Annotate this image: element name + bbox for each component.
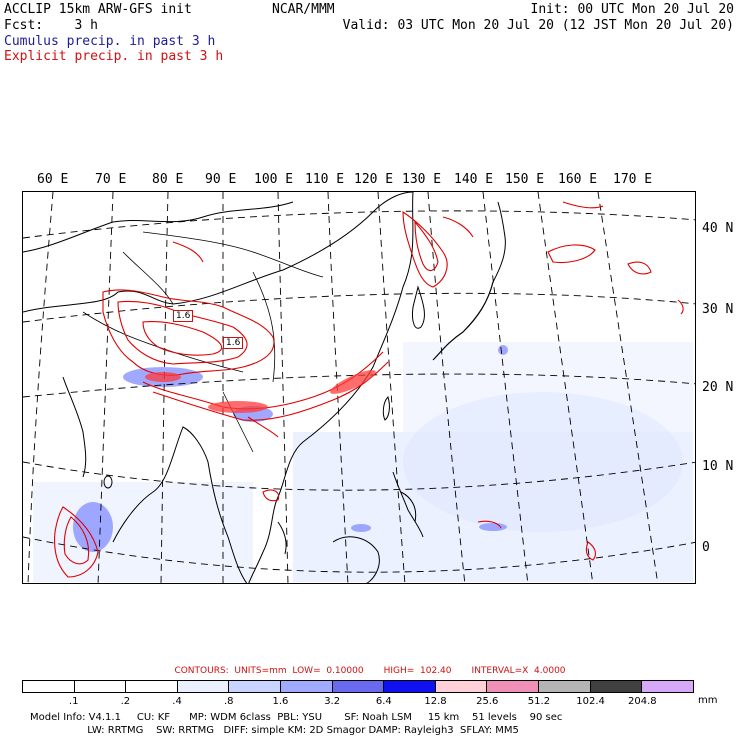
model-info-line1: Model Info: V4.1.1 CU: KF MP: WDM 6class… [30, 712, 563, 723]
colorbar-tick-label: 1.6 [272, 696, 289, 707]
contour-label: 1.6 [173, 310, 194, 322]
colorbar-cell [487, 681, 540, 692]
colorbar-tick-label: .1 [68, 696, 79, 707]
lon-label: 90 E [205, 172, 237, 187]
title-model: ACCLIP 15km ARW-GFS init [4, 2, 192, 17]
cumulus-legend: Cumulus precip. in past 3 h [4, 34, 216, 49]
colorbar-tick-label: 12.8 [424, 696, 447, 707]
colorbar-cell [384, 681, 436, 692]
colorbar-tick-label: .2 [120, 696, 131, 707]
colorbar-tick-label: 102.4 [576, 696, 605, 707]
colorbar-cell [177, 681, 230, 692]
explicit-precip-core [145, 370, 376, 413]
lat-label: 0 [702, 540, 710, 555]
contour-info: CONTOURS: UNITS=mm LOW= 0.10000 HIGH= 10… [174, 666, 566, 676]
lon-label: 70 E [95, 172, 127, 187]
lon-label: 150 E [505, 172, 545, 187]
colorbar-cell [23, 681, 75, 692]
explicit-legend: Explicit precip. in past 3 h [4, 49, 224, 64]
lon-label: 170 E [613, 172, 653, 187]
colorbar-cell [642, 681, 693, 692]
precip-map: 1.6 1.6 [22, 191, 696, 584]
lon-label: 100 E [254, 172, 294, 187]
map-canvas [23, 192, 695, 583]
lon-label: 120 E [354, 172, 394, 187]
organization: NCAR/MMM [272, 2, 335, 17]
colorbar-tick-label: 51.2 [527, 696, 551, 707]
colorbar-cell [281, 681, 333, 692]
lat-label: 30 N [702, 302, 734, 317]
forecast-hour: Fcst: 3 h [4, 18, 98, 33]
model-info-line2: LW: RRTMG SW: RRTMG DIFF: simple KM: 2D … [30, 725, 519, 736]
colorbar-cell [539, 681, 591, 692]
cumulus-precip-field [33, 342, 693, 582]
colorbar-tick-label: 25.6 [476, 696, 499, 707]
colorbar-cell [74, 681, 127, 692]
colorbar-cell [229, 681, 282, 692]
colorbar-cell [590, 681, 643, 692]
lat-label: 20 N [702, 380, 734, 395]
precip-colorbar [22, 680, 694, 693]
lon-label: 130 E [402, 172, 442, 187]
colorbar-cell [435, 681, 488, 692]
lon-label: 140 E [454, 172, 494, 187]
colorbar-cell [332, 681, 385, 692]
contour-label: 1.6 [223, 337, 244, 349]
lon-label: 110 E [305, 172, 345, 187]
colorbar-tick-label: 6.4 [375, 696, 392, 707]
colorbar-units: mm [698, 695, 718, 706]
valid-time: Valid: 03 UTC Mon 20 Jul 20 (12 JST Mon … [342, 18, 734, 33]
colorbar-tick-label: 204.8 [627, 696, 657, 707]
lon-label: 60 E [37, 172, 69, 187]
lat-label: 10 N [702, 459, 734, 474]
init-time: Init: 00 UTC Mon 20 Jul 20 [530, 2, 735, 17]
colorbar-tick-label: .8 [223, 696, 234, 707]
colorbar-tick-label: .4 [172, 696, 182, 707]
lat-label: 40 N [702, 221, 734, 236]
lon-label: 160 E [558, 172, 598, 187]
colorbar-tick-label: 3.2 [324, 696, 341, 707]
lon-label: 80 E [152, 172, 184, 187]
colorbar-cell [126, 681, 178, 692]
